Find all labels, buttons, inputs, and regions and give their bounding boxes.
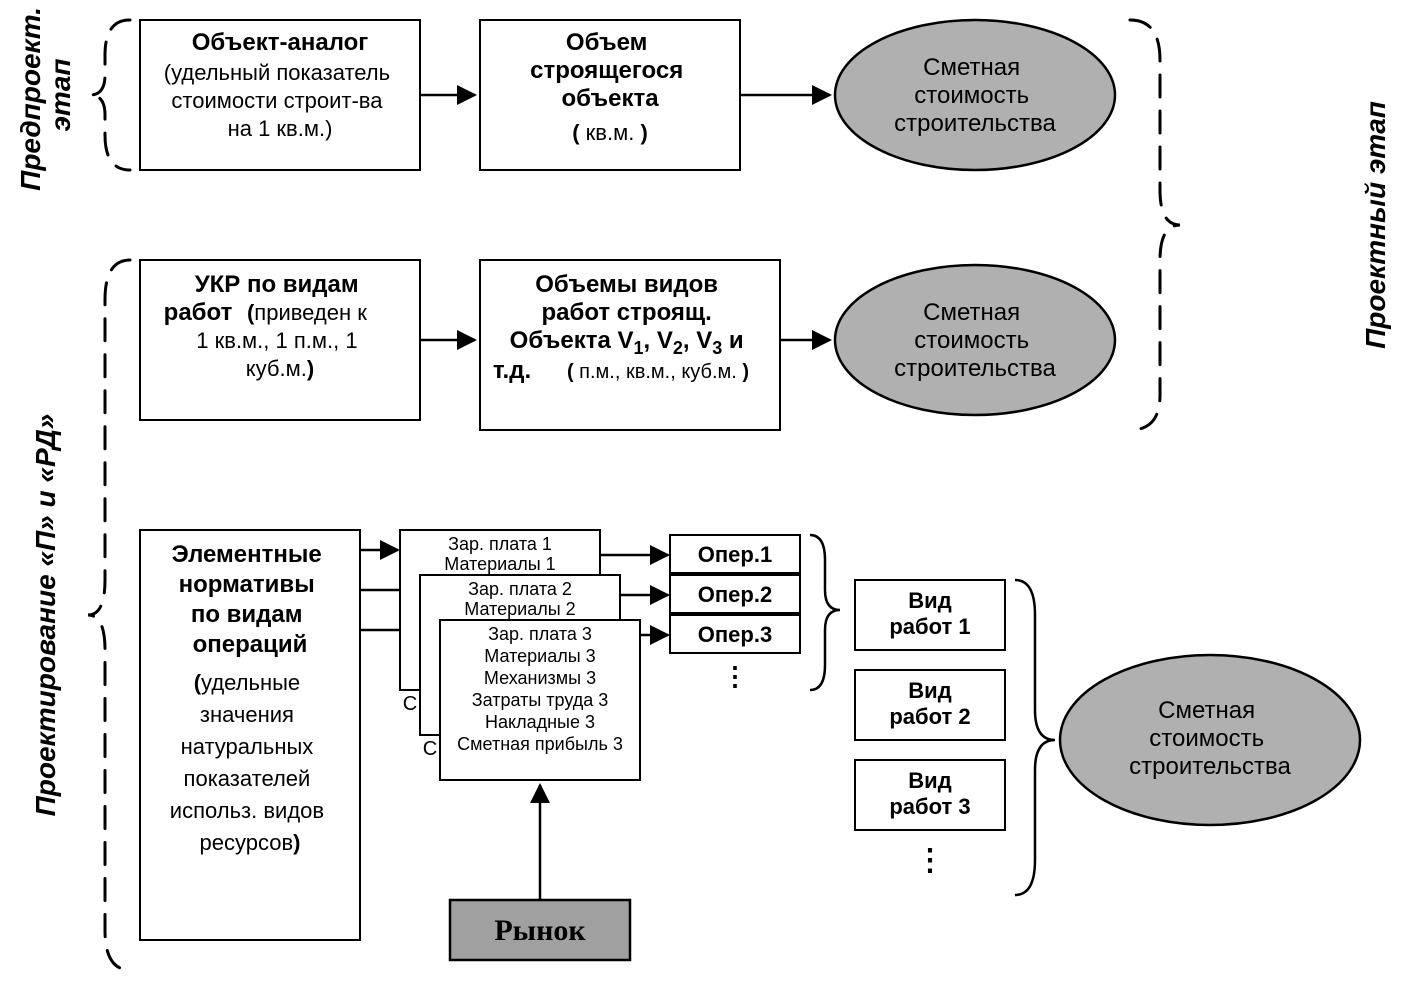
brace-opers xyxy=(810,535,840,690)
brace-works xyxy=(1015,580,1055,895)
row3-card1-l1: Зар. плата 1 xyxy=(448,534,552,554)
row3-stack: Зар. плата 1 Материалы 1 Зар. плата 2 Ма… xyxy=(400,530,640,780)
row3-card3-l6: Сметная прибыль 3 xyxy=(457,734,623,754)
row3-card1-l2: Материалы 1 xyxy=(444,554,555,574)
row3-card3-l1: Зар. плата 3 xyxy=(488,624,592,644)
row3-card3-l3: Механизмы 3 xyxy=(484,668,596,688)
row3: Элементные нормативы по видам операций (… xyxy=(140,530,1360,960)
row3-card3-l2: Материалы 3 xyxy=(484,646,595,666)
side-label-left-top: Предпроект. этап xyxy=(15,0,76,191)
row3-work-dots: ⋮ xyxy=(915,844,945,877)
row3-oper3-label: Опер.3 xyxy=(698,622,772,647)
row1-box1-title: Объект-аналог xyxy=(192,29,369,56)
row2-box2-sub: ( п.м., кв.м., куб.м. ) xyxy=(567,361,749,383)
row3-oper1-label: Опер.1 xyxy=(698,542,772,567)
row3-side-glyph-2: С xyxy=(423,738,437,760)
brace-left-top xyxy=(90,20,130,170)
row2: УКР по видам работ (приведен к 1 кв.м., … xyxy=(140,260,1115,430)
brace-right xyxy=(1130,20,1180,430)
brace-left-bottom xyxy=(88,260,130,970)
row3-card2-l2: Материалы 2 xyxy=(464,599,575,619)
side-label-left-bottom: Проектирование «П» и «РД» xyxy=(30,414,61,817)
row3-side-glyph-1: С xyxy=(403,693,417,715)
row3-card3-l4: Затраты труда 3 xyxy=(472,690,609,710)
diagram-root: Объект-аналог (удельный показатель стоим… xyxy=(0,0,1420,989)
row3-market-label: Рынок xyxy=(494,914,586,947)
row3-oper-dots: ⋮ xyxy=(722,661,748,691)
row3-card2-l1: Зар. плата 2 xyxy=(468,579,572,599)
row3-oper2-label: Опер.2 xyxy=(698,582,772,607)
row1-box2-sub: ( кв.м. ) xyxy=(572,120,648,145)
side-label-right: Проектный этап xyxy=(1360,101,1391,349)
row3-card3-l5: Накладные 3 xyxy=(485,712,595,732)
row1: Объект-аналог (удельный показатель стоим… xyxy=(140,20,1115,170)
